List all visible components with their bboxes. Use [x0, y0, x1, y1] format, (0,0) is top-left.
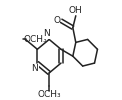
Text: OCH₃: OCH₃ [24, 35, 47, 44]
Text: OH: OH [69, 6, 83, 15]
Text: OCH₃: OCH₃ [37, 90, 61, 99]
Text: N: N [43, 29, 50, 38]
Text: N: N [32, 64, 38, 73]
Text: O: O [53, 16, 60, 25]
